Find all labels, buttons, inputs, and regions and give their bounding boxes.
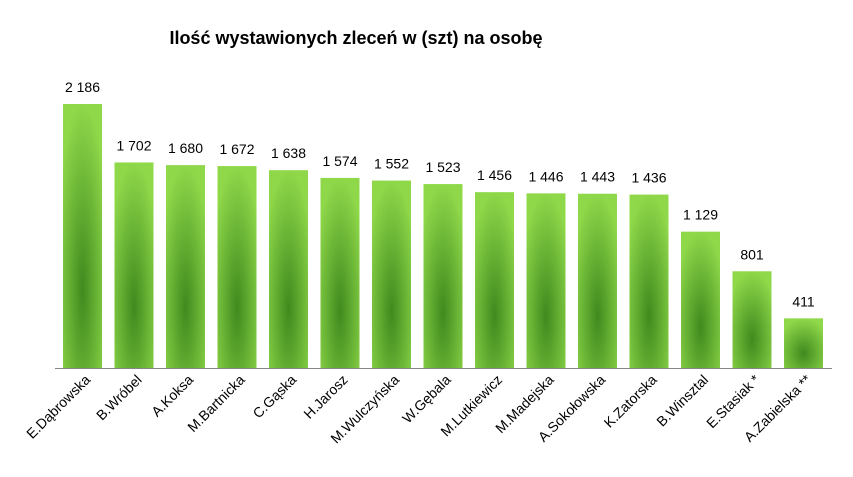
category-label-0: E.Dąbrowska bbox=[23, 371, 93, 441]
category-label-7: W.Gębala bbox=[399, 371, 454, 426]
value-label-4: 1 638 bbox=[271, 145, 306, 161]
bar-14 bbox=[784, 318, 823, 368]
value-labels-group: 2 186 1 702 1 680 1 672 1 638 1 574 1 552 1 523… bbox=[65, 79, 815, 309]
value-label-14: 411 bbox=[792, 293, 815, 309]
bar-9 bbox=[526, 193, 566, 368]
bar-8 bbox=[475, 192, 514, 368]
bar-1 bbox=[114, 162, 154, 368]
bar-13 bbox=[732, 271, 772, 368]
bar-0 bbox=[63, 104, 102, 368]
category-label-2: A.Koksa bbox=[148, 371, 196, 419]
bars-group bbox=[63, 104, 823, 368]
value-label-12: 1 129 bbox=[683, 207, 718, 223]
bar-11 bbox=[629, 194, 669, 368]
category-label-5: H.Jarosz bbox=[300, 371, 350, 421]
category-label-4: C.Gąska bbox=[249, 371, 299, 421]
bar-7 bbox=[423, 184, 463, 368]
value-label-2: 1 680 bbox=[168, 140, 203, 156]
bar-12 bbox=[681, 231, 720, 368]
value-label-8: 1 456 bbox=[477, 167, 512, 183]
value-label-9: 1 446 bbox=[528, 168, 563, 184]
bar-2 bbox=[166, 165, 205, 368]
value-label-7: 1 523 bbox=[425, 159, 460, 175]
bar-10 bbox=[578, 193, 617, 368]
value-label-11: 1 436 bbox=[631, 170, 666, 186]
bar-3 bbox=[217, 166, 257, 368]
bar-6 bbox=[372, 180, 411, 368]
value-label-3: 1 672 bbox=[219, 141, 254, 157]
bar-4 bbox=[269, 170, 308, 368]
category-label-12: B.Winsztal bbox=[653, 371, 711, 429]
value-label-13: 801 bbox=[740, 246, 764, 262]
category-label-1: B.Wróbel bbox=[93, 371, 145, 423]
value-label-0: 2 186 bbox=[65, 79, 100, 95]
value-label-5: 1 574 bbox=[322, 153, 357, 169]
category-label-11: K.Zatorska bbox=[601, 371, 660, 430]
value-label-10: 1 443 bbox=[580, 169, 615, 185]
chart-title: Ilość wystawionych zleceń w (szt) na oso… bbox=[169, 28, 542, 48]
value-label-6: 1 552 bbox=[374, 156, 409, 172]
value-label-1: 1 702 bbox=[116, 137, 151, 153]
bar-5 bbox=[320, 177, 360, 368]
